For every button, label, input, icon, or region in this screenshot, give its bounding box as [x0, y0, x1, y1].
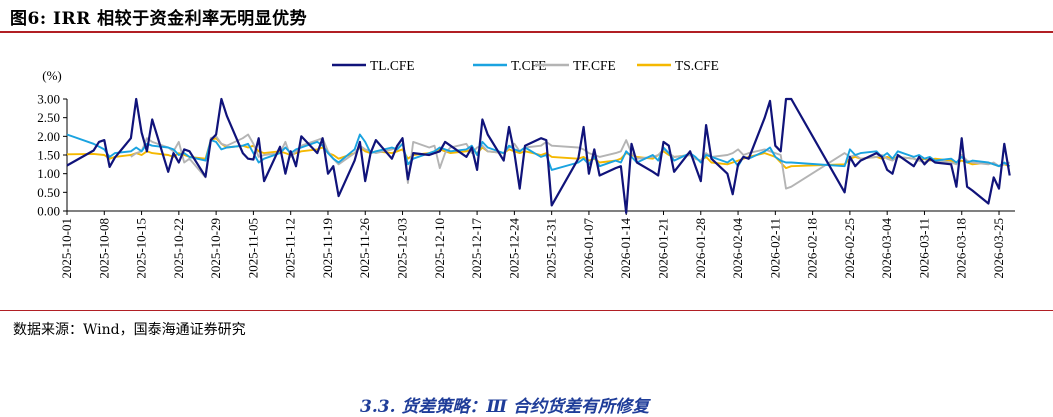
x-tick-label: 2026-03-25: [991, 218, 1006, 279]
x-tick-label: 2026-02-04: [730, 218, 745, 279]
x-tick-label: 2025-12-24: [506, 218, 521, 279]
x-tick-label: 2025-11-19: [320, 218, 335, 278]
y-tick-label: 0.00: [37, 204, 60, 219]
x-tick-label: 2026-02-25: [842, 218, 857, 279]
chart-legend: TL.CFE T.CFE TF.CFE TS.CFE: [332, 58, 719, 73]
x-tick-label: 2025-12-17: [469, 218, 484, 279]
x-tick-label: 2026-03-04: [879, 218, 894, 279]
y-tick-label: 2.00: [37, 129, 60, 144]
y-tick-label: 2.50: [37, 110, 60, 125]
y-tick-label: 1.00: [37, 166, 60, 181]
x-tick-label: 2025-10-29: [208, 218, 223, 279]
legend-label: TS.CFE: [675, 58, 719, 73]
x-tick-label: 2026-01-14: [618, 218, 633, 279]
y-tick-label: 0.50: [37, 185, 60, 200]
x-tick-label: 2025-10-01: [59, 218, 74, 279]
x-tick-label: 2025-11-26: [357, 218, 372, 279]
title-rule: [0, 31, 1053, 33]
series-layer: [66, 97, 1011, 214]
x-tick-label: 2026-02-11: [767, 218, 782, 278]
x-tick-label: 2025-10-08: [96, 218, 111, 279]
x-tick-label: 2026-01-28: [693, 218, 708, 279]
source-rule: [0, 310, 1053, 311]
series-line-t-cfe: [66, 133, 1011, 171]
x-tick-label: 2025-12-10: [432, 218, 447, 279]
x-tick-label: 2025-12-31: [544, 218, 559, 279]
next-section-heading: 3.3. 货差策略：Ⅲ 合约货差有所修复: [360, 397, 650, 417]
x-tick-label: 2026-02-18: [805, 218, 820, 279]
data-source-note: 数据来源：Wind，国泰海通证券研究: [13, 322, 246, 338]
x-tick-label: 2026-01-21: [655, 218, 670, 279]
x-tick-label: 2025-11-12: [283, 218, 298, 278]
x-tick-label: 2025-10-22: [171, 218, 186, 279]
y-axis-label: (%): [42, 68, 62, 83]
figure-title: 图6: IRR 相较于资金利率无明显优势: [10, 9, 308, 29]
y-tick-label: 1.50: [37, 148, 60, 163]
legend-label: TF.CFE: [573, 58, 616, 73]
y-axis: 0.00 0.50 1.00 1.50 2.00 2.50 3.00: [37, 92, 68, 219]
irr-line-chart: TL.CFE T.CFE TF.CFE TS.CFE (%) 0.00 0.50 1.00…: [37, 58, 1015, 279]
x-tick-label: 2025-10-15: [134, 218, 149, 279]
x-tick-label: 2026-01-07: [581, 218, 596, 279]
y-tick-label: 3.00: [37, 92, 60, 107]
legend-label: T.CFE: [511, 58, 546, 73]
series-line-tl-cfe: [66, 97, 1011, 214]
x-tick-label: 2025-12-03: [395, 218, 410, 279]
x-tick-label: 2026-03-18: [954, 218, 969, 279]
x-tick-label: 2026-03-11: [916, 218, 931, 278]
x-tick-label: 2025-11-05: [245, 218, 260, 278]
x-axis: 2025-10-01 2025-10-08 2025-10-15 2025-10-22…: [59, 210, 1015, 279]
legend-label: TL.CFE: [370, 58, 415, 73]
